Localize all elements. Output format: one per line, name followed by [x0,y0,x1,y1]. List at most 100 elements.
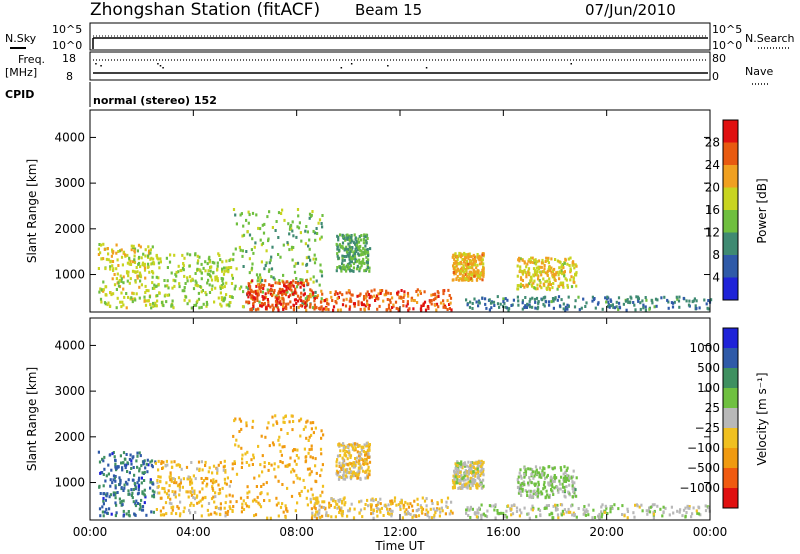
heatmap-cell-1-7-190 [653,503,656,507]
heatmap-cell-1-1-120 [173,481,176,485]
heatmap-cell-0-0-123 [149,251,152,255]
heatmap-cell-0-6-58 [456,258,459,262]
heatmap-cell-0-7-67 [566,285,569,289]
heatmap-cell-0-7-205 [527,270,530,274]
heatmap-cell-1-1-53 [215,479,218,483]
heatmap-cell-0-0-91 [148,252,151,256]
heatmap-cell-1-6-155 [534,482,537,486]
heatmap-cell-0-3-214 [292,284,295,288]
heatmap-cell-0-0-104 [147,299,150,303]
heatmap-cell-0-3-108 [287,286,290,290]
heatmap-cell-0-0-138 [128,281,131,285]
heatmap-cell-0-3-132 [302,293,305,297]
heatmap-cell-1-1-44 [201,481,204,485]
heatmap-cell-1-7-208 [560,513,563,517]
heatmap-cell-0-7-31 [573,266,576,270]
heatmap-cell-0-5-56 [366,263,369,267]
heatmap-cell-1-0-128 [103,455,106,459]
heatmap-cell-0-5-177 [357,237,360,241]
heatmap-cell-1-3-46 [390,514,393,518]
heatmap-cell-1-0-194 [122,514,125,518]
heatmap-cell-0-1-177 [215,275,218,279]
heatmap-cell-1-2-196 [302,427,305,431]
heatmap-cell-1-2-145 [295,454,298,457]
heatmap-cell-0-8-132 [655,304,658,308]
heatmap-cell-0-4-72 [327,308,330,312]
heatmap-cell-1-2-89 [292,420,295,423]
heatmap-cell-1-1-93 [175,512,178,516]
heatmap-cell-1-3-92 [386,507,389,511]
heatmap-cell-1-4-187 [348,467,352,471]
heatmap-cell-1-4-204 [367,452,370,456]
heatmap-cell-0-3-42 [258,287,261,291]
heatmap-cell-0-1-171 [188,264,191,268]
time-axis: 00:00 04:00 08:00 12:00 16:00 20:00 00:00 [73,110,727,539]
heatmap-cell-1-0-159 [121,468,124,472]
heatmap-cell-1-0-16 [105,474,108,478]
heatmap-cell-0-7-17 [552,282,555,285]
heatmap-cell-1-0-151 [118,476,121,480]
heatmap-cell-1-7-32 [681,514,684,518]
heatmap-cell-0-1-152 [172,278,175,282]
colorbar-label-0-1: 8 [712,248,720,262]
heatmap-cell-0-7-132 [554,258,557,261]
heatmap-cell-1-1-70 [178,488,181,492]
heatmap-cell-1-6-34 [562,485,565,489]
heatmap-cell-0-8-35 [524,296,527,299]
heatmap-cell-1-0-188 [121,466,124,470]
heatmap-cell-1-7-184 [613,503,616,507]
heatmap-cell-0-4-125 [357,303,360,307]
heatmap-cell-0-2-44 [250,266,254,270]
heatmap-cell-0-5-35 [345,255,348,258]
heatmap-cell-0-5-193 [348,252,351,256]
heatmap-cell-1-1-101 [162,506,165,510]
heatmap-cell-1-2-100 [293,459,296,463]
heatmap-cell-0-4-174 [434,297,437,301]
heatmap-cell-1-1-80 [157,459,160,463]
heatmap-cell-1-2-61 [241,453,244,457]
heatmap-cell-0-5-134 [356,264,359,268]
heatmap-cell-0-4-181 [357,300,360,304]
heatmap-cell-1-0-82 [99,471,102,475]
heatmap-cell-0-3-210 [266,298,269,301]
heatmap-cell-1-4-186 [365,441,368,445]
heatmap-cell-1-3-193 [391,509,394,513]
heatmap-cell-0-5-166 [361,251,364,255]
heatmap-cell-1-3-204 [330,515,333,519]
heatmap-cell-1-0-117 [121,503,124,507]
heatmap-cell-0-4-94 [381,289,384,292]
heatmap-cell-1-5-30 [467,480,470,484]
heatmap-cell-0-2-55 [258,273,262,277]
colorbar-swatch-0-3 [723,210,738,233]
heatmap-cell-0-5-219 [348,238,351,242]
heatmap-cell-0-7-160 [560,264,563,268]
heatmap-cell-0-7-202 [543,264,546,267]
ytick-label-0-0: 1000 [54,268,85,282]
heatmap-cell-0-6-48 [451,255,454,259]
heatmap-cell-0-2-5 [314,295,317,298]
heatmap-cell-0-4-178 [360,303,364,307]
heatmap-cell-1-2-72 [296,476,299,480]
heatmap-cell-0-8-85 [604,296,607,300]
heatmap-cell-0-1-186 [156,299,159,303]
heatmap-cell-0-4-179 [363,308,366,312]
heatmap-cell-1-1-51 [231,467,234,471]
heatmap-cell-1-3-30 [407,505,411,509]
heatmap-cell-1-1-8 [196,467,199,471]
heatmap-cell-1-3-28 [424,512,427,516]
heatmap-cell-0-3-133 [291,283,294,287]
heatmap-cell-0-3-72 [292,303,295,307]
heatmap-cell-0-2-90 [312,257,315,261]
heatmap-cell-0-2-149 [314,238,317,242]
heatmap-cell-1-7-96 [481,513,484,517]
heatmap-cell-0-6-201 [470,273,473,277]
heatmap-cell-1-1-88 [229,500,232,504]
heatmap-cell-1-1-204 [189,503,192,507]
heatmap-cell-0-1-198 [223,285,226,289]
heatmap-cell-0-7-52 [570,285,574,289]
heatmap-cell-0-2-199 [280,212,283,215]
heatmap-cell-1-2-169 [254,513,258,517]
heatmap-cell-1-7-50 [494,503,497,507]
heatmap-cell-0-6-12 [461,253,464,257]
heatmap-cell-1-4-202 [366,452,369,456]
